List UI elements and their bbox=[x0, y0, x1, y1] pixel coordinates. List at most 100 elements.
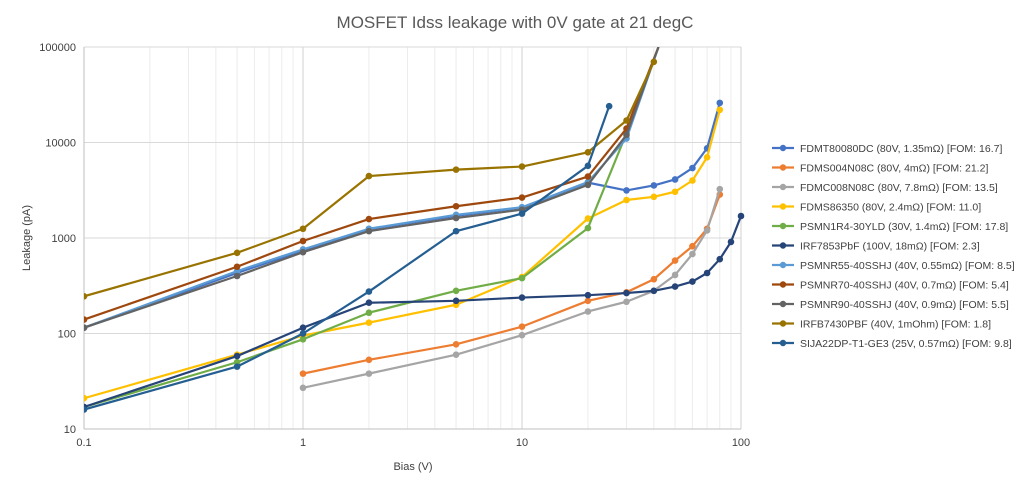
data-point bbox=[671, 271, 679, 279]
data-point bbox=[650, 182, 658, 189]
axes: 0.1 1 10 100 10 100 1000 10000 100000 bbox=[39, 42, 750, 449]
data-point bbox=[452, 166, 460, 173]
data-point bbox=[584, 297, 592, 305]
series-line bbox=[84, 47, 660, 321]
legend-label: FDMS86350 (80V, 2.4mΩ) [FOM: 11.0] bbox=[800, 202, 981, 214]
series-layer bbox=[84, 47, 745, 413]
x-tick-label: 1 bbox=[300, 437, 306, 449]
data-point bbox=[623, 187, 630, 194]
data-point bbox=[365, 356, 373, 364]
legend-swatch-marker bbox=[779, 164, 787, 171]
legend: FDMT80080DC (80V, 1.35mΩ) [FOM: 16.7] FDM… bbox=[772, 143, 1015, 350]
data-point bbox=[299, 237, 307, 245]
data-point bbox=[365, 172, 373, 180]
data-point bbox=[452, 287, 460, 295]
data-point bbox=[727, 238, 735, 246]
series-line bbox=[302, 194, 721, 375]
series-6 bbox=[84, 212, 745, 411]
x-tick-label: 0.1 bbox=[76, 437, 91, 449]
legend-swatch-marker bbox=[779, 281, 787, 288]
data-point bbox=[518, 331, 526, 339]
data-point bbox=[233, 263, 241, 271]
data-point bbox=[452, 214, 460, 222]
legend-label: IRFB7430PBF (40V, 1mOhm) [FOM: 1.8] bbox=[800, 319, 991, 331]
legend-label: PSMNR55-40SSHJ (40V, 0.55mΩ) [FOM: 8.5] bbox=[800, 260, 1015, 272]
data-point bbox=[703, 269, 711, 277]
data-point bbox=[689, 242, 696, 250]
data-point bbox=[233, 249, 241, 257]
legend-item: FDMT80080DC (80V, 1.35mΩ) [FOM: 16.7] bbox=[772, 143, 1002, 155]
data-point bbox=[703, 153, 711, 161]
legend-label: PSMNR90-40SSHJ (40V, 0.9mΩ) [FOM: 5.5] bbox=[800, 299, 1009, 311]
chart-title: MOSFET Idss leakage with 0V gate at 21 d… bbox=[337, 13, 694, 32]
data-point bbox=[584, 148, 592, 156]
data-point bbox=[518, 210, 526, 217]
data-point bbox=[689, 278, 696, 285]
data-point bbox=[671, 176, 679, 183]
legend-item: PSMNR70-40SSHJ (40V, 0.7mΩ) [FOM: 5.4] bbox=[772, 280, 1009, 292]
legend-swatch-marker bbox=[779, 300, 787, 308]
data-point bbox=[233, 352, 241, 360]
data-point bbox=[365, 299, 373, 307]
data-point bbox=[299, 335, 307, 343]
data-point bbox=[452, 341, 460, 348]
data-point bbox=[716, 255, 724, 263]
data-point bbox=[737, 212, 745, 220]
y-tick-label: 1000 bbox=[52, 233, 76, 245]
legend-swatch-marker bbox=[779, 261, 787, 269]
legend-label: IRF7853PbF (100V, 18mΩ) [FOM: 2.3] bbox=[800, 241, 980, 253]
data-point bbox=[689, 164, 696, 172]
y-tick-label: 10000 bbox=[45, 138, 76, 150]
series-line bbox=[302, 188, 721, 389]
legend-label: SIJA22DP-T1-GE3 (25V, 0.57mΩ) [FOM: 9.8] bbox=[800, 338, 1012, 350]
data-point bbox=[584, 181, 592, 189]
legend-item: FDMS86350 (80V, 2.4mΩ) [FOM: 11.0] bbox=[772, 202, 981, 214]
data-point bbox=[452, 227, 460, 235]
data-point bbox=[365, 319, 373, 326]
data-point bbox=[716, 99, 724, 107]
data-point bbox=[299, 330, 307, 337]
data-point bbox=[518, 163, 526, 170]
data-point bbox=[452, 351, 460, 358]
data-point bbox=[671, 283, 679, 290]
legend-swatch-marker bbox=[779, 222, 787, 230]
data-point bbox=[671, 257, 679, 264]
legend-label: FDMS004N08C (80V, 4mΩ) [FOM: 21.2] bbox=[800, 163, 988, 175]
legend-swatch-marker bbox=[779, 203, 787, 210]
data-point bbox=[299, 324, 307, 332]
legend-swatch-marker bbox=[779, 242, 787, 249]
data-point bbox=[518, 194, 526, 201]
series-5 bbox=[84, 129, 630, 411]
data-point bbox=[584, 308, 592, 315]
data-point bbox=[452, 202, 460, 210]
data-point bbox=[623, 117, 630, 124]
data-point bbox=[671, 188, 679, 196]
legend-item: SIJA22DP-T1-GE3 (25V, 0.57mΩ) [FOM: 9.8] bbox=[772, 338, 1012, 350]
data-point bbox=[689, 177, 696, 184]
data-point bbox=[650, 58, 658, 66]
data-point bbox=[84, 406, 88, 413]
data-point bbox=[605, 102, 613, 110]
legend-label: FDMC008N08C (80V, 7.8mΩ) [FOM: 13.5] bbox=[800, 182, 998, 194]
y-tick-label: 100000 bbox=[39, 42, 76, 54]
series-10 bbox=[84, 58, 658, 300]
data-point bbox=[84, 293, 88, 300]
data-point bbox=[623, 289, 630, 297]
data-point bbox=[623, 298, 630, 306]
series-line bbox=[84, 132, 628, 409]
data-point bbox=[584, 215, 592, 222]
y-tick-label: 10 bbox=[64, 424, 76, 436]
data-point bbox=[299, 248, 307, 256]
data-point bbox=[518, 323, 526, 330]
data-point bbox=[365, 370, 373, 377]
data-point bbox=[299, 370, 307, 377]
data-point bbox=[623, 196, 630, 204]
grid bbox=[83, 46, 741, 430]
data-point bbox=[365, 227, 373, 235]
data-point bbox=[716, 106, 724, 114]
data-point bbox=[365, 288, 373, 295]
y-axis-label: Leakage (pA) bbox=[21, 205, 33, 271]
legend-label: PSMN1R4-30YLD (30V, 1.4mΩ) [FOM: 17.8] bbox=[800, 221, 1008, 233]
data-point bbox=[233, 272, 241, 280]
